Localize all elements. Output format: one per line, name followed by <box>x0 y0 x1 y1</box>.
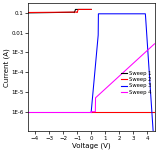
Y-axis label: Current (A): Current (A) <box>3 48 10 87</box>
X-axis label: Voltage (V): Voltage (V) <box>72 142 111 149</box>
Legend: Sweep 1, Sweep 2, Sweep 3, Sweep 4: Sweep 1, Sweep 2, Sweep 3, Sweep 4 <box>120 70 152 95</box>
